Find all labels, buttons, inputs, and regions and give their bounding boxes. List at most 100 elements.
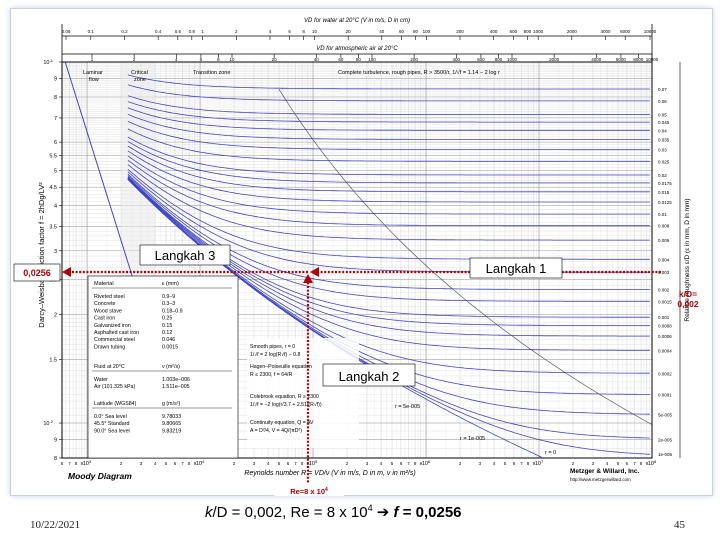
material-eps: 0.12 bbox=[162, 330, 172, 336]
top-axis-2-tick-label: 8 bbox=[217, 57, 220, 62]
roughness-label: 1e-005 bbox=[658, 452, 673, 457]
complete-turbulence-line bbox=[278, 89, 653, 425]
x-minor-label: 7 bbox=[633, 461, 636, 466]
roughness-label: 0.0125 bbox=[658, 200, 672, 205]
x-minor-label: 3 bbox=[140, 461, 143, 466]
kd-value: 0,002 bbox=[677, 299, 699, 309]
roughness-curve bbox=[127, 74, 650, 90]
roughness-label: 0.008 bbox=[658, 224, 670, 229]
top-axis-2-tick-label: 2000 bbox=[549, 57, 560, 62]
equation-line: 1/√f = 2 log(R√f) − 0.8 bbox=[250, 351, 301, 358]
x-minor-label: 3 bbox=[366, 461, 369, 466]
zone-laminar-2: flow bbox=[89, 77, 99, 83]
x-minor-label: 7 bbox=[407, 461, 410, 466]
top-axis-1-tick-label: 10 bbox=[312, 29, 318, 34]
latitude-g: 9.80665 bbox=[162, 421, 181, 427]
roughness-curve bbox=[127, 145, 650, 193]
roughness-curve bbox=[127, 168, 650, 260]
equations-bg bbox=[247, 338, 359, 448]
material-table-box bbox=[87, 275, 239, 459]
step3-arrowhead bbox=[62, 267, 71, 277]
x-minor-label: 7 bbox=[68, 461, 71, 466]
zone-critical: Critical bbox=[131, 70, 148, 76]
top-axis-1-tick-label: 0.8 bbox=[189, 29, 196, 34]
x-minor-label: 7 bbox=[181, 461, 184, 466]
roughness-label: 5e-005 bbox=[658, 413, 673, 418]
top-axis-1-tick-label: 40 bbox=[379, 29, 385, 34]
step1-arrowhead bbox=[310, 267, 319, 277]
y-tick-label: 5.5 bbox=[49, 154, 57, 160]
y-tick-label: 9 bbox=[54, 77, 57, 83]
top-axis-1-title: VD for water at 20°C (V in m/s, D in cm) bbox=[304, 18, 410, 24]
publisher-name: Metzger & Willard, Inc. bbox=[570, 468, 639, 475]
x-minor-label: 3 bbox=[253, 461, 256, 466]
y-tick-label: 3 bbox=[54, 249, 57, 255]
top-axis-2-tick-label: 40 bbox=[314, 57, 320, 62]
roughness-label: 0.07 bbox=[658, 87, 667, 92]
material-name: Commercial steel bbox=[94, 337, 135, 343]
x-minor-label: 6 bbox=[287, 461, 290, 466]
top-axis-1-tick-label: 4000 bbox=[600, 29, 611, 34]
x-minor-label: 6 bbox=[174, 461, 177, 466]
material-header-eps: ε (mm) bbox=[162, 281, 179, 287]
y-tick-label: 1.5 bbox=[49, 357, 57, 363]
re-label: Re=8 x 104 bbox=[290, 487, 328, 496]
y-tick-label: 9 bbox=[54, 438, 57, 444]
roughness-curve bbox=[127, 141, 650, 184]
x-minor-label: 8 bbox=[75, 461, 78, 466]
x-minor-label: 7 bbox=[520, 461, 523, 466]
step3-box bbox=[139, 244, 231, 266]
step2-arrowhead bbox=[303, 274, 313, 283]
x-decade-label: 108 bbox=[648, 459, 657, 467]
top-axis-2-tick-label: 100 bbox=[368, 57, 376, 62]
caption-f: f bbox=[393, 504, 399, 521]
latitude-name: 45.5° Standard bbox=[94, 421, 129, 427]
step2-box bbox=[322, 363, 416, 387]
top-axis-2-title: VD for atmospheric air at 20°C bbox=[316, 46, 398, 52]
y-tick-label: 10-2 bbox=[43, 419, 53, 427]
y-tick-label: 3.5 bbox=[49, 225, 57, 231]
x-minor-label: 2 bbox=[233, 461, 236, 466]
top-axis-1-tick-label: 0.06 bbox=[62, 29, 71, 34]
step2-label: Langkah 2 bbox=[339, 369, 400, 384]
caption-rest: /D = 0,002, Re = 8 x 10 bbox=[212, 504, 368, 521]
latitude-name: 0.0° Sea level bbox=[94, 414, 127, 420]
top-axis-2-tick-label: 20 bbox=[272, 57, 278, 62]
material-eps: 0.15 bbox=[162, 323, 172, 329]
top-axis-2-tick-label: 4 bbox=[175, 57, 178, 62]
x-minor-label: 5 bbox=[391, 461, 394, 466]
material-header: Material bbox=[94, 281, 114, 287]
zone-critical-2: zone bbox=[134, 77, 146, 83]
material-name: Riveted steel bbox=[94, 294, 125, 300]
equation-line: Hagen–Poiseuille equation bbox=[250, 364, 312, 370]
top-axis-2-tick-label: 8000 bbox=[633, 57, 644, 62]
roughness-label: 0.035 bbox=[658, 137, 670, 142]
top-axis-1-tick-label: 400 bbox=[490, 29, 498, 34]
x-minor-label: 8 bbox=[527, 461, 530, 466]
x-minor-label: 4 bbox=[154, 461, 157, 466]
x-decade-label: 103 bbox=[83, 459, 92, 467]
x-minor-label: 9 bbox=[81, 461, 84, 466]
latitude-name: 90.0° Sea level bbox=[94, 428, 130, 434]
x-decade-label: 105 bbox=[309, 459, 318, 467]
equation-line: Colebrook equation, R ≥ 2300 bbox=[250, 394, 319, 400]
x-minor-label: 5 bbox=[165, 461, 168, 466]
top-axis-1-tick-label: 0.2 bbox=[121, 29, 128, 34]
x-minor-label: 5 bbox=[617, 461, 620, 466]
f-value-box bbox=[13, 263, 61, 282]
x-minor-label: 9 bbox=[420, 461, 423, 466]
material-name: Wood stave bbox=[94, 308, 122, 314]
caption-k: k bbox=[205, 504, 213, 521]
roughness-label: 0.0175 bbox=[658, 181, 672, 186]
material-name: Drawn tubing bbox=[94, 344, 125, 350]
top-axis-2-tick-label: 2 bbox=[133, 57, 136, 62]
roughness-label: 0.045 bbox=[658, 120, 670, 125]
top-axis-1-tick-label: 0.6 bbox=[175, 29, 182, 34]
top-axis-1-tick-label: 1000 bbox=[533, 29, 544, 34]
roughness-label: 0.03 bbox=[658, 148, 667, 153]
right-axis-label: Relative roughness ε/D (ε in mm, D in mm… bbox=[684, 198, 691, 321]
x-axis-label: Reynolds number R = VD/ν (V in m/s, D in… bbox=[244, 470, 415, 477]
roughness-curve bbox=[127, 128, 650, 162]
material-eps: 0.0015 bbox=[162, 344, 178, 350]
x-minor-label: 5 bbox=[504, 461, 507, 466]
